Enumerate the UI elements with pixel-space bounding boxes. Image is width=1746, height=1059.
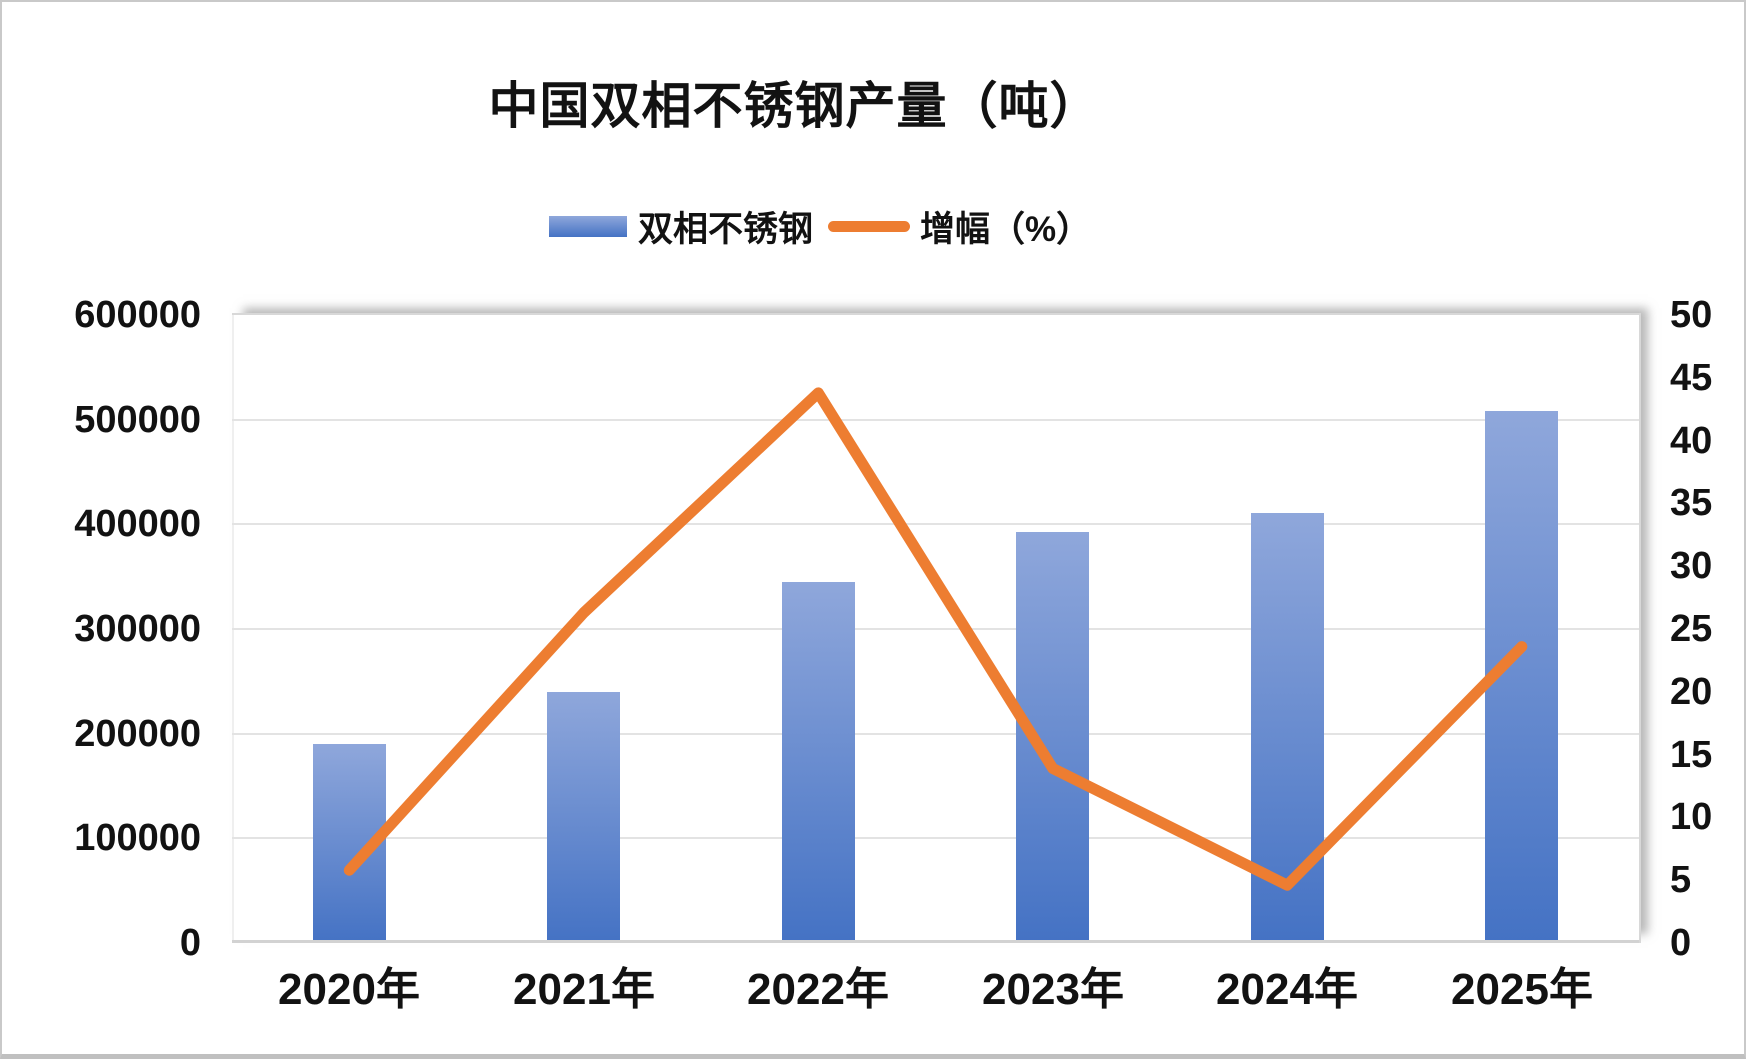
- chart-title: 中国双相不锈钢产量（吨）: [488, 78, 1101, 134]
- left-axis-tick-label: 300000: [74, 608, 201, 650]
- right-axis-tick-label: 45: [1670, 357, 1713, 399]
- x-axis-label: 2025年: [1451, 965, 1593, 1014]
- right-axis-tick-label: 50: [1670, 294, 1713, 336]
- right-axis-tick-label: 15: [1670, 734, 1713, 776]
- gridline: [232, 419, 1639, 421]
- legend-bar-swatch-icon: [549, 215, 627, 237]
- left-axis-tick-label: 500000: [74, 399, 201, 441]
- gridline: [232, 837, 1639, 839]
- gridline: [232, 733, 1639, 735]
- plot-border-right: [1639, 313, 1641, 943]
- gridline: [232, 523, 1639, 525]
- left-axis-tick-label: 100000: [74, 817, 201, 859]
- x-axis-label: 2023年: [982, 965, 1124, 1014]
- right-axis-tick-label: 5: [1670, 859, 1692, 901]
- right-axis-tick-label: 35: [1670, 482, 1713, 524]
- plot-border-top: [232, 313, 1639, 315]
- left-axis-tick-label: 400000: [74, 503, 201, 545]
- plot-area: [232, 313, 1641, 943]
- bar-2022年: [781, 581, 855, 943]
- left-axis-tick-label: 0: [179, 922, 201, 964]
- x-axis-line: [232, 940, 1639, 943]
- right-axis-tick-label: 0: [1670, 922, 1692, 964]
- x-axis-label: 2021年: [513, 965, 655, 1014]
- right-axis-tick-label: 30: [1670, 545, 1713, 587]
- right-axis-tick-label: 40: [1670, 420, 1713, 462]
- right-axis-tick-label: 20: [1670, 671, 1713, 713]
- legend-bar-label: 双相不锈钢: [638, 209, 814, 249]
- legend-line-swatch-icon: [828, 220, 911, 232]
- left-axis-tick-label: 600000: [74, 294, 201, 336]
- bar-2021年: [547, 691, 621, 943]
- growth-line: [343, 387, 1528, 891]
- left-axis-tick-label: 200000: [74, 713, 201, 755]
- growth-line-layer: [343, 387, 1528, 891]
- right-axis-tick-label: 25: [1670, 608, 1713, 650]
- right-axis-tick-label: 10: [1670, 796, 1713, 838]
- x-axis-label: 2024年: [1216, 965, 1358, 1014]
- legend-line-label: 增幅（%）: [920, 209, 1092, 249]
- gridline: [232, 628, 1639, 630]
- x-axis-label: 2020年: [278, 965, 420, 1014]
- legend: 双相不锈钢 增幅（%）: [549, 203, 1091, 249]
- x-axis-label: 2022年: [747, 965, 889, 1014]
